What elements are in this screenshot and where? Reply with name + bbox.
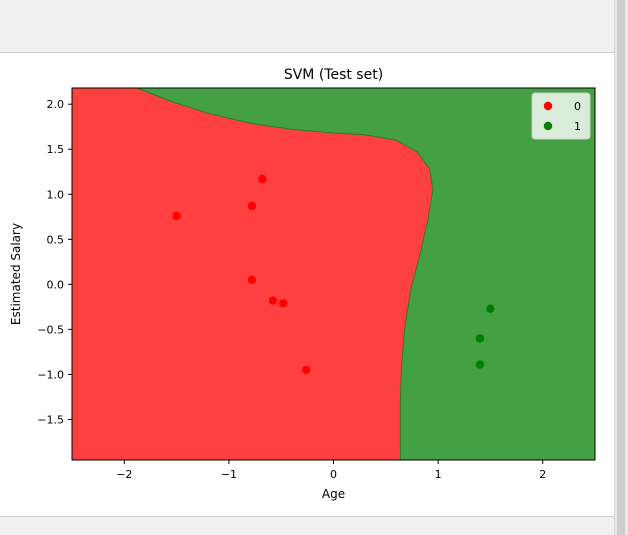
y-axis: 2.0 1.5 1.0 0.5 0.0 −0.5 −1.0 −1.5 — [37, 98, 72, 426]
chart-title: SVM (Test set) — [284, 67, 383, 83]
data-point-class-1 — [475, 334, 485, 343]
region-class-0 — [72, 88, 433, 460]
y-tick-label: 1.5 — [47, 143, 65, 156]
x-tick-label: 2 — [539, 468, 546, 481]
plot-area — [72, 88, 595, 460]
y-tick-label: −1.5 — [37, 413, 64, 426]
window-top-band — [0, 0, 614, 52]
y-tick-label: −0.5 — [37, 323, 64, 336]
data-point-class-0 — [247, 201, 257, 211]
data-point-class-0 — [258, 174, 267, 184]
data-point-class-0 — [247, 275, 257, 285]
legend-marker — [543, 121, 553, 131]
y-tick-label: 0.5 — [47, 233, 65, 246]
legend-box — [531, 92, 591, 140]
data-points — [172, 174, 495, 375]
x-tick-label: 1 — [435, 468, 442, 481]
x-axis: −2 −1 0 1 2 — [116, 460, 546, 481]
x-tick-label: −2 — [116, 468, 132, 481]
legend-marker — [543, 101, 553, 111]
decision-boundary — [136, 88, 434, 460]
x-tick-label: −1 — [221, 468, 237, 481]
data-point-class-0 — [172, 211, 181, 221]
legend: 01 — [531, 92, 591, 140]
data-point-class-0 — [302, 365, 311, 375]
y-tick-label: −1.0 — [37, 368, 64, 381]
legend-label: 0 — [574, 100, 581, 113]
window-bottom-band — [0, 517, 614, 535]
legend-label: 1 — [574, 120, 581, 133]
data-point-class-1 — [475, 360, 485, 369]
y-tick-label: 1.0 — [47, 188, 65, 201]
y-axis-label: Estimated Salary — [9, 223, 23, 325]
data-point-class-1 — [486, 304, 495, 313]
x-axis-label: Age — [322, 487, 345, 501]
data-point-class-0 — [279, 299, 288, 308]
y-tick-label: 2.0 — [47, 98, 65, 111]
y-tick-label: 0.0 — [47, 278, 65, 291]
data-point-class-0 — [268, 296, 278, 305]
x-tick-label: 0 — [330, 468, 337, 481]
scrollbar-thumb[interactable] — [617, 0, 625, 535]
